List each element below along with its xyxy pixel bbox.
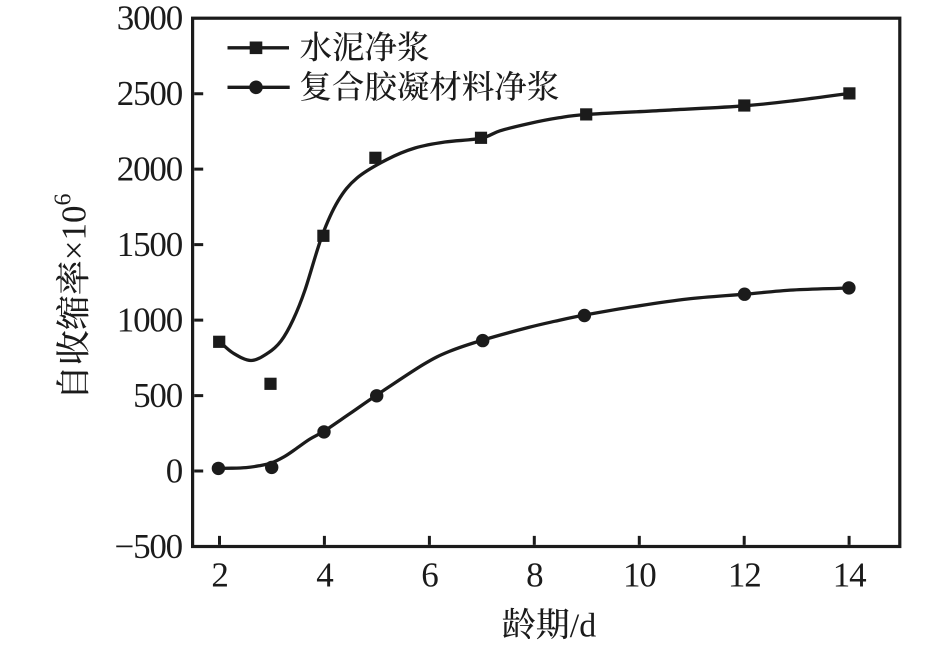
svg-text:14: 14 xyxy=(833,556,866,595)
svg-text:2: 2 xyxy=(211,556,227,595)
svg-text:12: 12 xyxy=(728,556,761,595)
svg-text:8: 8 xyxy=(526,556,543,595)
svg-text:/d: /d xyxy=(570,607,596,644)
svg-text:4: 4 xyxy=(316,556,333,595)
svg-text:1000: 1000 xyxy=(117,301,183,340)
svg-text:2000: 2000 xyxy=(117,150,183,189)
svg-text:0: 0 xyxy=(166,452,183,491)
svg-text:−500: −500 xyxy=(115,527,183,566)
svg-text:1500: 1500 xyxy=(117,225,183,264)
svg-text:2500: 2500 xyxy=(117,74,183,113)
svg-text:6: 6 xyxy=(421,556,438,595)
svg-text:500: 500 xyxy=(133,376,183,415)
svg-text:10: 10 xyxy=(623,556,656,595)
svg-text:3000: 3000 xyxy=(117,0,183,38)
